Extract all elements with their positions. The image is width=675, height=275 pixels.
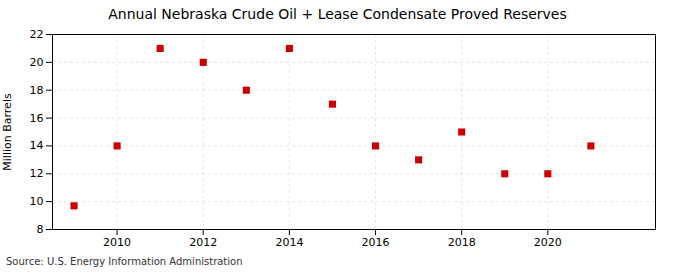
svg-text:22: 22 [30, 28, 44, 41]
svg-text:2012: 2012 [189, 236, 217, 249]
svg-text:20: 20 [30, 56, 44, 69]
svg-text:16: 16 [30, 112, 44, 125]
svg-text:2014: 2014 [275, 236, 303, 249]
html-text:Annual Nebraska Crude Oil + Le: Annual Nebraska Crude Oil + Lease Conden… [108, 6, 567, 22]
svg-text:2016: 2016 [362, 236, 390, 249]
html-text:Source: U.S. Energy Informatio: Source: U.S. Energy Information Administ… [6, 256, 243, 267]
svg-text:10: 10 [30, 195, 44, 208]
svg-text:Million Barrels: Million Barrels [1, 93, 14, 171]
svg-text:2020: 2020 [534, 236, 562, 249]
svg-text:12: 12 [30, 167, 44, 180]
svg-text:2018: 2018 [448, 236, 476, 249]
svg-text:14: 14 [30, 139, 44, 152]
svg-text:18: 18 [30, 84, 44, 97]
svg-text:2010: 2010 [103, 236, 131, 249]
svg-text:8: 8 [37, 223, 44, 236]
